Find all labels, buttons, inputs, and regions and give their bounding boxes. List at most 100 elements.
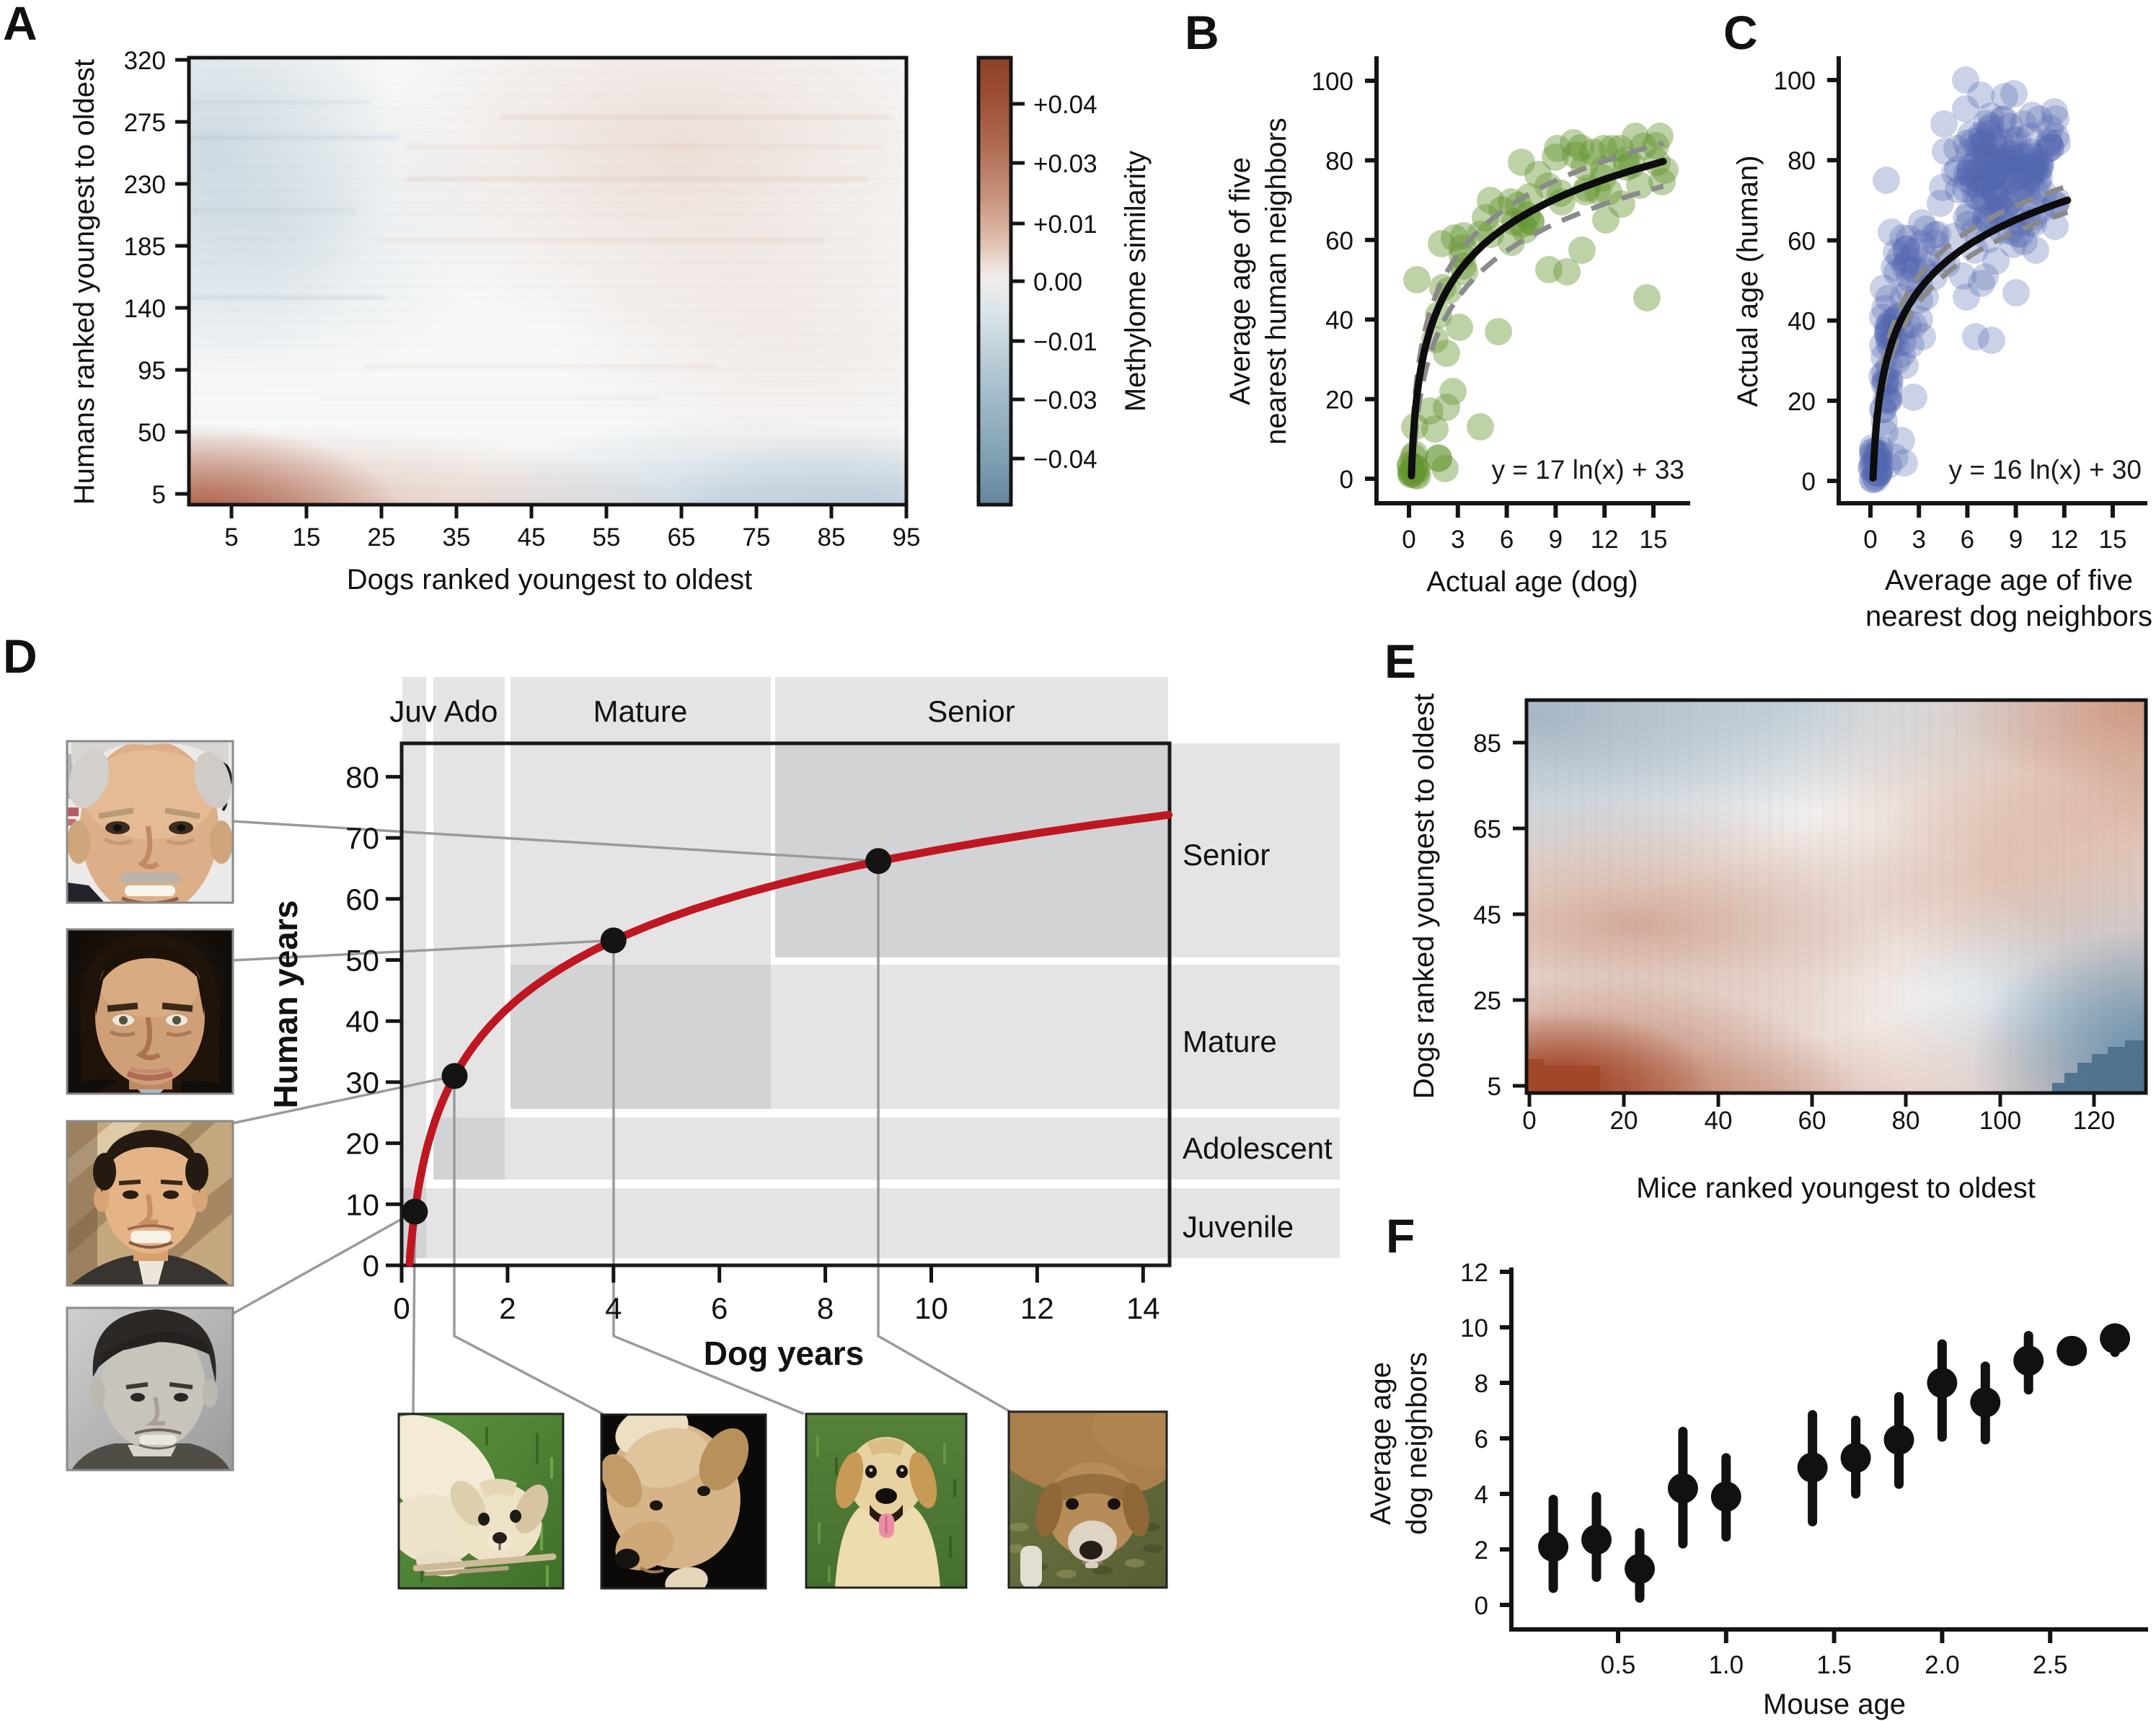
svg-text:12: 12 — [1591, 526, 1619, 554]
svg-text:Actual age (dog): Actual age (dog) — [1426, 566, 1638, 598]
svg-text:65: 65 — [668, 523, 696, 552]
svg-text:4: 4 — [1475, 1481, 1488, 1509]
svg-text:20: 20 — [1788, 388, 1816, 416]
svg-text:85: 85 — [818, 523, 846, 552]
svg-text:60: 60 — [1788, 227, 1816, 255]
svg-text:+0.01: +0.01 — [1033, 211, 1097, 239]
svg-text:9: 9 — [1549, 526, 1563, 554]
svg-text:5: 5 — [152, 481, 166, 509]
svg-text:Mature: Mature — [593, 694, 688, 728]
svg-text:75: 75 — [743, 523, 771, 552]
svg-text:Human years: Human years — [267, 901, 304, 1109]
svg-text:0: 0 — [363, 1249, 379, 1283]
svg-text:95: 95 — [893, 523, 921, 552]
svg-text:15: 15 — [1640, 526, 1668, 554]
svg-text:60: 60 — [1798, 1107, 1826, 1135]
svg-text:50: 50 — [138, 419, 166, 447]
svg-text:10: 10 — [345, 1187, 379, 1221]
svg-text:C: C — [1723, 6, 1758, 59]
svg-text:2.0: 2.0 — [1925, 1651, 1960, 1679]
svg-text:6: 6 — [711, 1291, 728, 1325]
svg-text:Methylome similarity: Methylome similarity — [1120, 151, 1152, 412]
svg-text:−0.04: −0.04 — [1033, 446, 1097, 474]
svg-text:45: 45 — [518, 523, 546, 552]
svg-text:3: 3 — [1912, 526, 1925, 554]
svg-text:12: 12 — [1460, 1259, 1488, 1287]
svg-text:40: 40 — [1788, 308, 1816, 336]
svg-text:4: 4 — [605, 1291, 622, 1325]
svg-text:15: 15 — [2099, 526, 2127, 554]
svg-text:5: 5 — [224, 523, 238, 552]
svg-text:15: 15 — [293, 523, 321, 552]
svg-text:6: 6 — [1500, 526, 1514, 554]
svg-text:Juvenile: Juvenile — [1183, 1210, 1294, 1244]
svg-text:2: 2 — [499, 1291, 516, 1325]
svg-text:+0.03: +0.03 — [1033, 150, 1097, 178]
svg-text:0.5: 0.5 — [1601, 1651, 1636, 1679]
svg-text:12: 12 — [2050, 526, 2078, 554]
svg-text:100: 100 — [1979, 1107, 2021, 1135]
svg-text:275: 275 — [124, 109, 166, 137]
svg-text:5: 5 — [1488, 1073, 1501, 1101]
svg-text:Humans ranked youngest to olde: Humans ranked youngest to oldest — [69, 59, 100, 505]
svg-text:12: 12 — [1020, 1291, 1054, 1325]
svg-text:y = 17 ln(x) + 33: y = 17 ln(x) + 33 — [1492, 455, 1684, 485]
svg-text:E: E — [1384, 634, 1416, 688]
svg-text:100: 100 — [1774, 67, 1816, 95]
svg-text:Mature: Mature — [1183, 1025, 1277, 1058]
svg-text:0: 0 — [393, 1291, 410, 1325]
svg-text:Dogs ranked youngest to oldest: Dogs ranked youngest to oldest — [347, 564, 753, 596]
svg-text:F: F — [1386, 1209, 1415, 1262]
svg-text:10: 10 — [914, 1291, 948, 1325]
svg-text:25: 25 — [1473, 987, 1501, 1015]
svg-text:A: A — [3, 0, 37, 50]
svg-text:+0.04: +0.04 — [1033, 91, 1097, 119]
svg-text:Mouse age: Mouse age — [1763, 1689, 1906, 1720]
svg-text:55: 55 — [593, 523, 621, 552]
svg-text:20: 20 — [345, 1127, 379, 1161]
svg-text:80: 80 — [345, 760, 379, 794]
svg-text:185: 185 — [124, 233, 166, 261]
svg-text:20: 20 — [1325, 386, 1353, 415]
svg-text:140: 140 — [124, 295, 166, 323]
svg-text:6: 6 — [1961, 526, 1974, 554]
svg-text:Adolescent: Adolescent — [1183, 1131, 1333, 1165]
svg-text:−0.03: −0.03 — [1033, 386, 1097, 415]
svg-text:Senior: Senior — [1183, 838, 1270, 872]
svg-text:Actual age (human): Actual age (human) — [1732, 155, 1764, 407]
svg-text:40: 40 — [345, 1004, 379, 1038]
svg-text:100: 100 — [1312, 68, 1353, 96]
svg-text:0: 0 — [1475, 1592, 1488, 1620]
svg-text:50: 50 — [345, 944, 379, 978]
svg-text:25: 25 — [368, 523, 396, 552]
svg-text:80: 80 — [1325, 147, 1353, 175]
svg-text:0: 0 — [1802, 468, 1816, 496]
svg-text:120: 120 — [2073, 1107, 2115, 1135]
svg-text:Dog years: Dog years — [704, 1335, 864, 1372]
svg-text:10: 10 — [1460, 1314, 1488, 1342]
svg-text:0: 0 — [1522, 1107, 1536, 1135]
svg-text:20: 20 — [1610, 1107, 1638, 1135]
svg-text:1.0: 1.0 — [1708, 1651, 1744, 1679]
svg-text:70: 70 — [345, 821, 379, 855]
svg-text:30: 30 — [345, 1066, 379, 1100]
svg-text:8: 8 — [1475, 1370, 1488, 1398]
svg-text:0: 0 — [1863, 526, 1877, 554]
svg-text:Ado: Ado — [444, 694, 498, 728]
svg-text:80: 80 — [1892, 1107, 1920, 1135]
svg-text:−0.01: −0.01 — [1033, 328, 1097, 356]
svg-text:8: 8 — [817, 1291, 834, 1325]
svg-text:230: 230 — [124, 171, 166, 199]
svg-text:40: 40 — [1325, 306, 1353, 335]
svg-text:B: B — [1185, 6, 1219, 59]
svg-text:0: 0 — [1340, 466, 1353, 494]
svg-text:6: 6 — [1475, 1425, 1488, 1454]
svg-text:14: 14 — [1126, 1291, 1160, 1325]
svg-text:1.5: 1.5 — [1816, 1651, 1852, 1679]
svg-text:40: 40 — [1705, 1107, 1733, 1135]
svg-text:95: 95 — [138, 357, 166, 385]
svg-text:3: 3 — [1451, 526, 1464, 554]
svg-text:2.5: 2.5 — [2033, 1651, 2068, 1679]
svg-text:35: 35 — [443, 523, 471, 552]
